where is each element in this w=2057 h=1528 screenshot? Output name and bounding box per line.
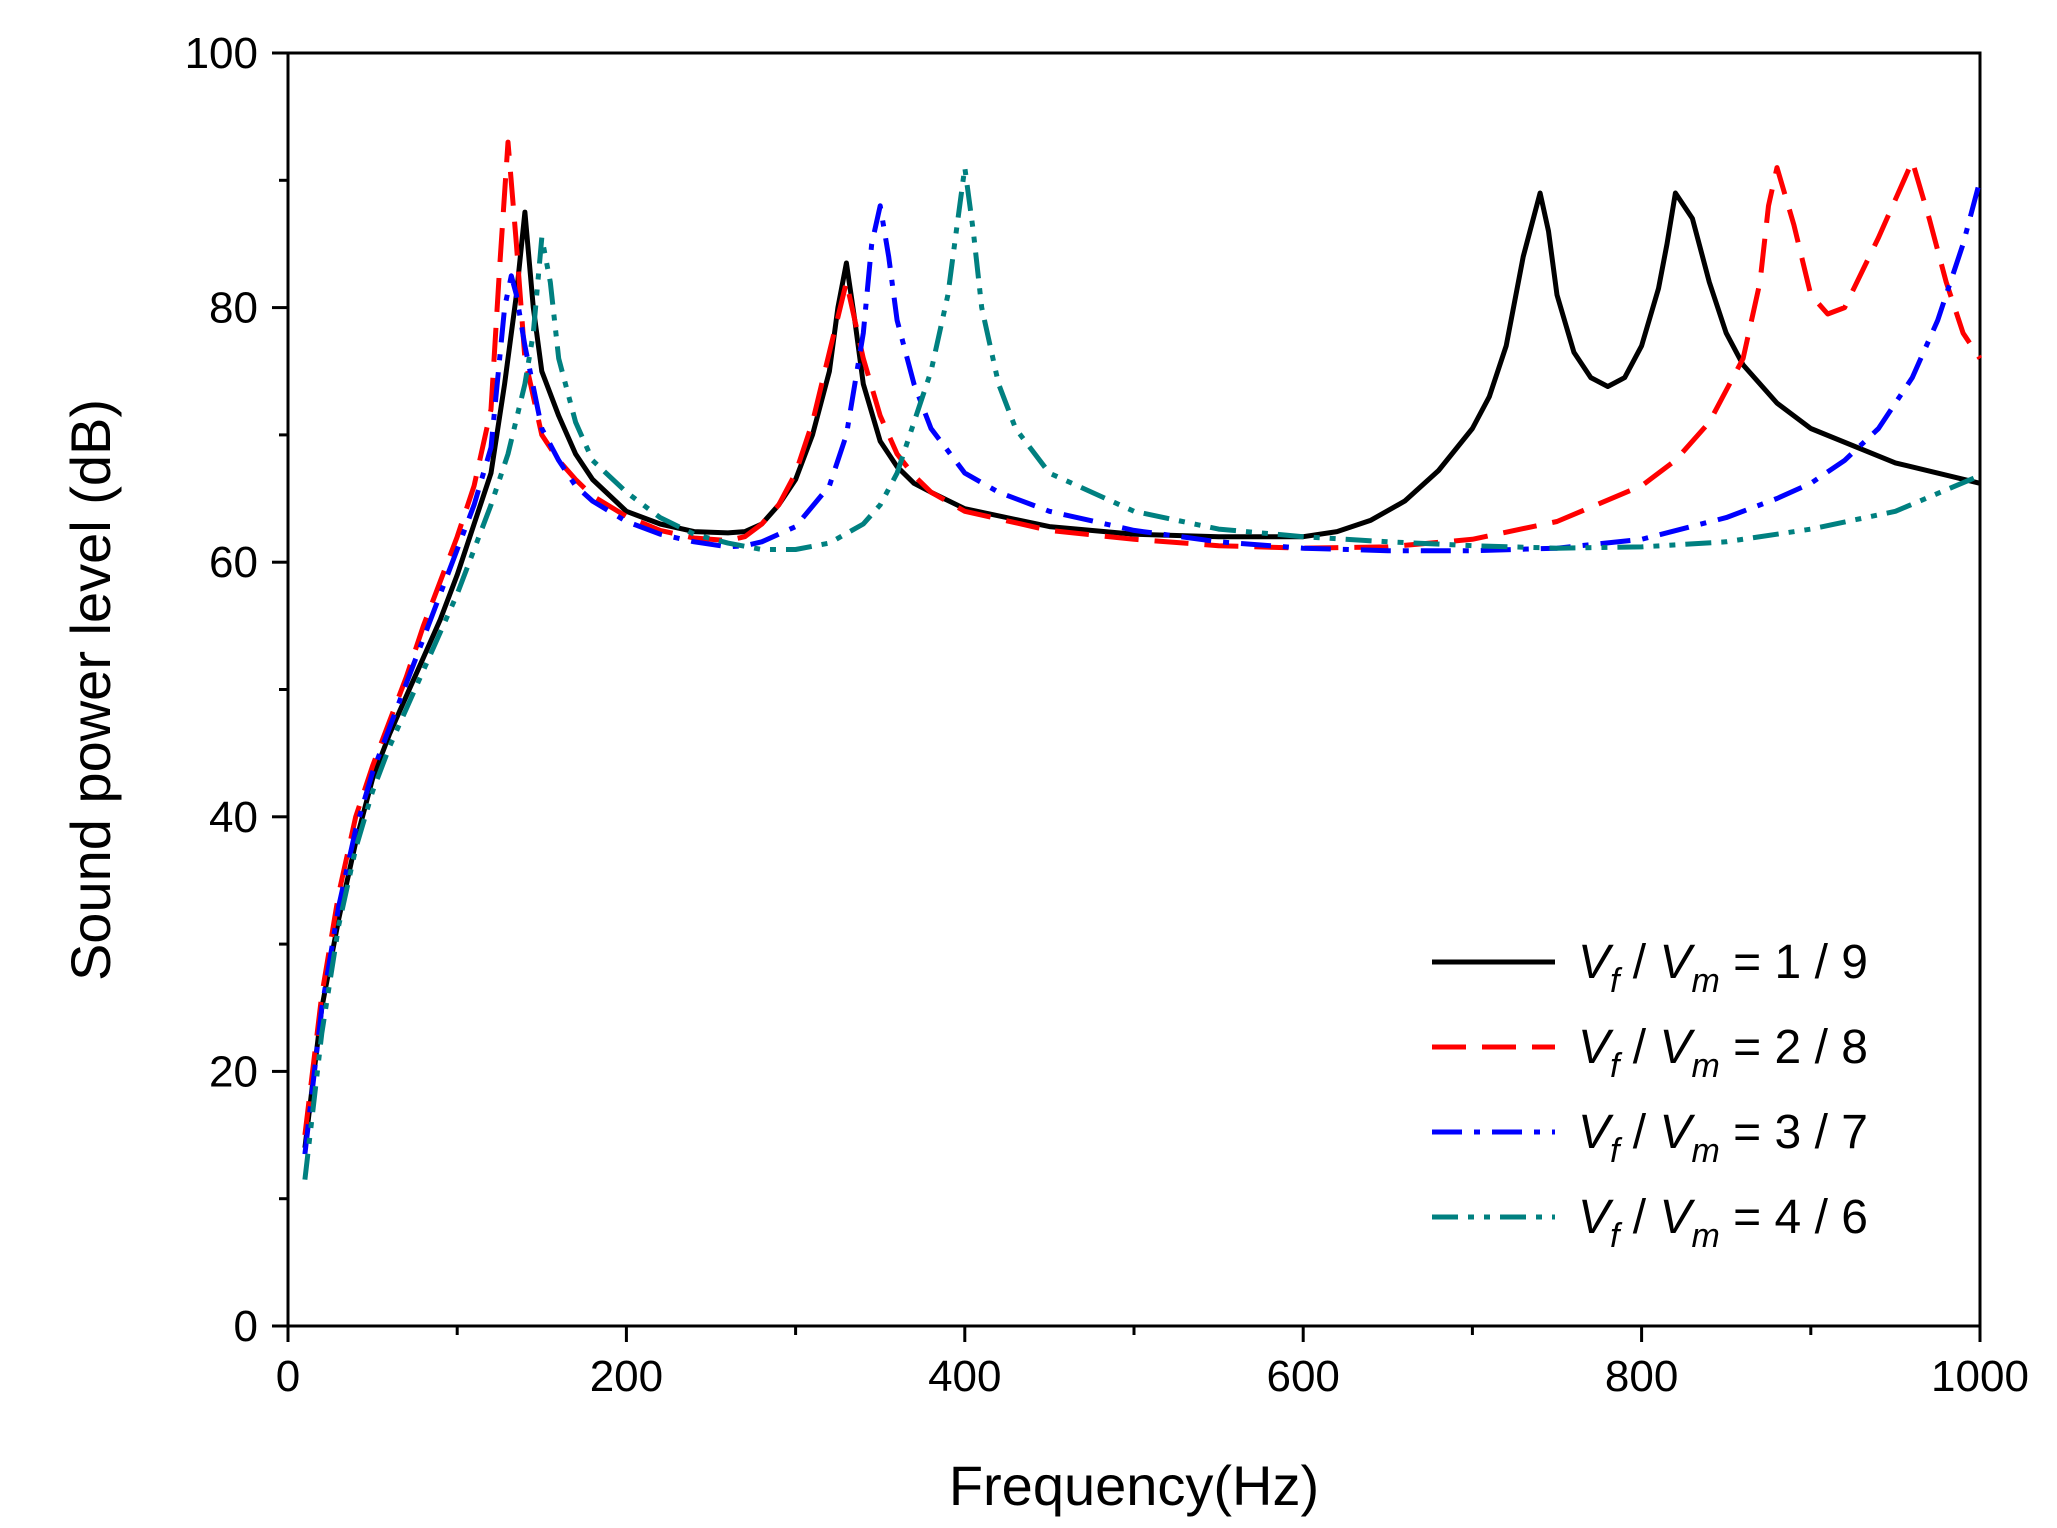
legend: Vf / Vm = 1 / 9 Vf / Vm = 2 / 8 Vf / Vm = … — [1432, 936, 1868, 1255]
series-line-3 — [302, 179, 1983, 1155]
x-tick-label: 1000 — [1931, 1352, 2029, 1401]
y-tick-label: 0 — [234, 1302, 258, 1351]
y-axis-ticks — [272, 51, 288, 1328]
x-axis-ticks — [286, 1326, 1982, 1342]
y-axis-tick-labels: 0 20 40 60 80 100 — [185, 29, 258, 1351]
y-tick-label: 100 — [185, 29, 258, 78]
x-tick-label: 200 — [590, 1352, 663, 1401]
series-line-4 — [302, 165, 1981, 1180]
series-line-2 — [302, 139, 1983, 1136]
legend-label-3: Vf / Vm = 3 / 7 — [1578, 1106, 1868, 1170]
y-tick-label: 20 — [209, 1047, 258, 1096]
x-axis-tick-labels: 0 200 400 600 800 1000 — [276, 1352, 2029, 1401]
series-lines — [302, 139, 1983, 1180]
x-tick-label: 800 — [1605, 1352, 1678, 1401]
legend-label-2: Vf / Vm = 2 / 8 — [1578, 1021, 1868, 1085]
y-tick-label: 80 — [209, 284, 258, 333]
series-line-1 — [302, 190, 1981, 1149]
legend-label-4: Vf / Vm = 4 / 6 — [1578, 1191, 1868, 1255]
x-tick-label: 600 — [1266, 1352, 1339, 1401]
y-tick-label: 60 — [209, 538, 258, 587]
legend-label-1: Vf / Vm = 1 / 9 — [1578, 936, 1868, 1000]
x-axis-title: Frequency(Hz) — [949, 1454, 1319, 1517]
y-tick-label: 40 — [209, 793, 258, 842]
y-axis-title: Sound power level (dB) — [59, 399, 122, 981]
x-tick-label: 400 — [928, 1352, 1001, 1401]
x-tick-label: 0 — [276, 1352, 300, 1401]
